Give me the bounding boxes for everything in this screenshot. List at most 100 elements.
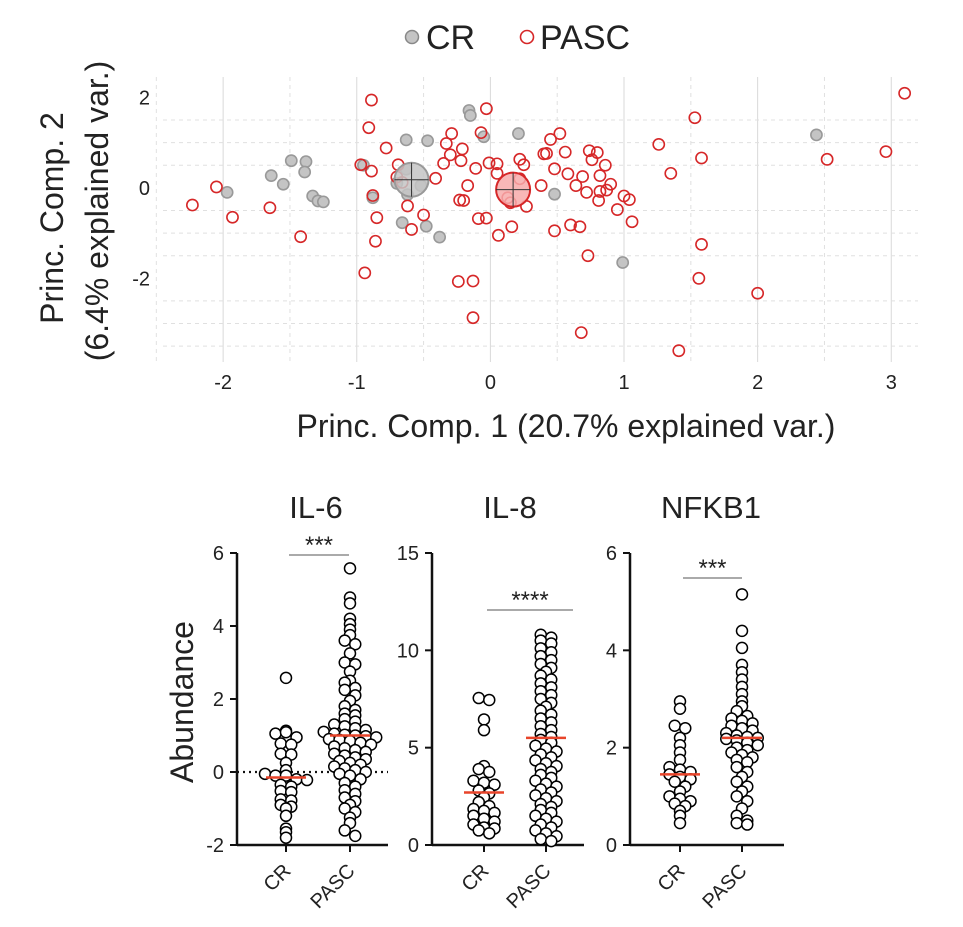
pasc-point: [439, 137, 453, 150]
cr-point: [810, 128, 823, 142]
cr-point: [463, 109, 477, 122]
pca-x-axis-title: Princ. Comp. 1 (20.7% explained var.): [297, 408, 836, 444]
pasc-point: [688, 111, 702, 125]
pasc-point: [482, 156, 496, 170]
il6-pasc-dot: [343, 597, 357, 610]
il6-y-tick-label: 0: [213, 762, 224, 784]
pca-x-tick-label: 2: [752, 372, 763, 394]
il6-pasc-dot: [338, 824, 351, 837]
il6-x-tick-label: CR: [260, 860, 296, 896]
pasc-point: [540, 147, 553, 160]
pasc-point: [461, 179, 475, 192]
pasc-point: [474, 126, 488, 140]
pasc-point: [751, 286, 765, 300]
pasc-point: [429, 171, 443, 185]
cr-point: [512, 127, 525, 140]
pasc-point: [405, 223, 418, 236]
pasc-point: [479, 211, 493, 225]
pca-legend: CR PASC: [404, 19, 630, 57]
nfkb1-pasc-dot: [735, 624, 749, 638]
pasc-point: [593, 185, 607, 198]
pca-x-tick-label: 0: [485, 372, 496, 394]
il6-pasc-dot: [343, 562, 357, 575]
il8-cr-dot: [477, 723, 491, 737]
pasc-point: [454, 154, 468, 168]
il8-y-tick-label: 10: [397, 640, 419, 662]
pasc-point: [492, 228, 505, 242]
pasc-point: [548, 224, 561, 238]
pasc-point: [695, 151, 708, 165]
cr-point: [316, 195, 330, 209]
il6-cr-dot: [279, 671, 293, 685]
pasc-point: [455, 142, 469, 156]
il6-pasc-dot: [338, 634, 351, 647]
pca-y-axis-title-line2: (6.4% explained var.): [79, 61, 115, 362]
legend-marker-pasc: [519, 29, 535, 45]
nfkb1-x-tick-label: CR: [654, 860, 690, 896]
pca-x-tick-label: 3: [886, 372, 897, 394]
pasc-point: [534, 179, 548, 192]
nfkb1-title: NFKB1: [661, 490, 761, 525]
pasc-point: [879, 145, 893, 159]
nfkb1-cr-dot: [673, 702, 687, 715]
il8-x-tick-label: CR: [458, 860, 494, 896]
cr-point: [419, 219, 433, 233]
nfkb1-y-tick-label: 4: [606, 640, 617, 662]
pca-points: [185, 86, 912, 358]
pasc-point: [581, 249, 595, 263]
il6-y-tick-label: 6: [213, 543, 224, 565]
pasc-point: [576, 170, 589, 183]
pasc-point: [898, 86, 912, 100]
il8-y-tick-label: 0: [408, 835, 419, 857]
pasc-point: [354, 158, 368, 172]
il6-pasc-dot: [343, 647, 357, 660]
pasc-point: [517, 158, 531, 172]
pasc-point: [479, 102, 493, 116]
nfkb1-y-tick-label: 2: [606, 738, 617, 760]
pasc-point: [569, 179, 583, 192]
pasc-point: [366, 189, 380, 202]
cr-point: [616, 256, 630, 269]
pasc-point: [610, 203, 624, 216]
il6-pasc-dot: [349, 638, 362, 651]
il8-y-tick-label: 15: [397, 543, 419, 565]
il6-significance-label: ***: [305, 532, 333, 559]
il6-pasc-dot: [338, 683, 351, 697]
il8-x-tick-label: PASC: [503, 860, 556, 913]
pasc-point: [466, 311, 480, 325]
pca-x-tick-label: -2: [214, 372, 232, 394]
nfkb1-pasc-dot: [741, 818, 754, 831]
cr-point: [220, 185, 234, 199]
il8-y-tick-label: 5: [408, 738, 419, 760]
il6-y-tick-label: 2: [213, 689, 224, 711]
nfkb1-y-tick-label: 6: [606, 543, 617, 565]
il6-y-tick-label: -2: [206, 835, 224, 857]
il6-cr-dot: [274, 737, 287, 750]
pasc-point: [185, 198, 199, 212]
pca-y-tick-label: -2: [132, 268, 150, 290]
pasc-point: [417, 208, 430, 222]
cr-point: [421, 134, 434, 148]
pca-centroids: [393, 161, 532, 208]
pca-y-tick-labels: -2 0 2: [132, 87, 150, 290]
il8-panel: IL-8 0 5 10 15 CR PASC ****: [397, 490, 584, 913]
il8-cr-dot: [483, 827, 496, 840]
il8-significance-label: ****: [511, 587, 548, 614]
pasc-point: [490, 157, 504, 171]
pca-y-tick-label: 0: [139, 178, 150, 200]
pca-y-axis-title-line1: Princ. Comp. 2: [34, 112, 70, 324]
cr-point: [284, 154, 298, 168]
pasc-point: [580, 185, 594, 199]
nfkb1-cr-dot: [668, 719, 681, 733]
pasc-point: [451, 275, 465, 288]
il6-panel: IL-6 -2 0 2 4 6 CR PASC ***: [206, 490, 388, 913]
pasc-point: [582, 144, 596, 158]
pasc-point: [573, 220, 587, 234]
pca-x-tick-labels: -2 -1 0 1 2 3: [214, 372, 897, 394]
nfkb1-pasc-dot: [735, 641, 749, 655]
nfkb1-pasc-dot: [730, 775, 743, 788]
il8-cr-dot: [472, 824, 485, 837]
pasc-point: [590, 146, 604, 159]
pca-x-tick-label: -1: [348, 372, 366, 394]
il6-y-tick-label: 4: [213, 616, 224, 638]
